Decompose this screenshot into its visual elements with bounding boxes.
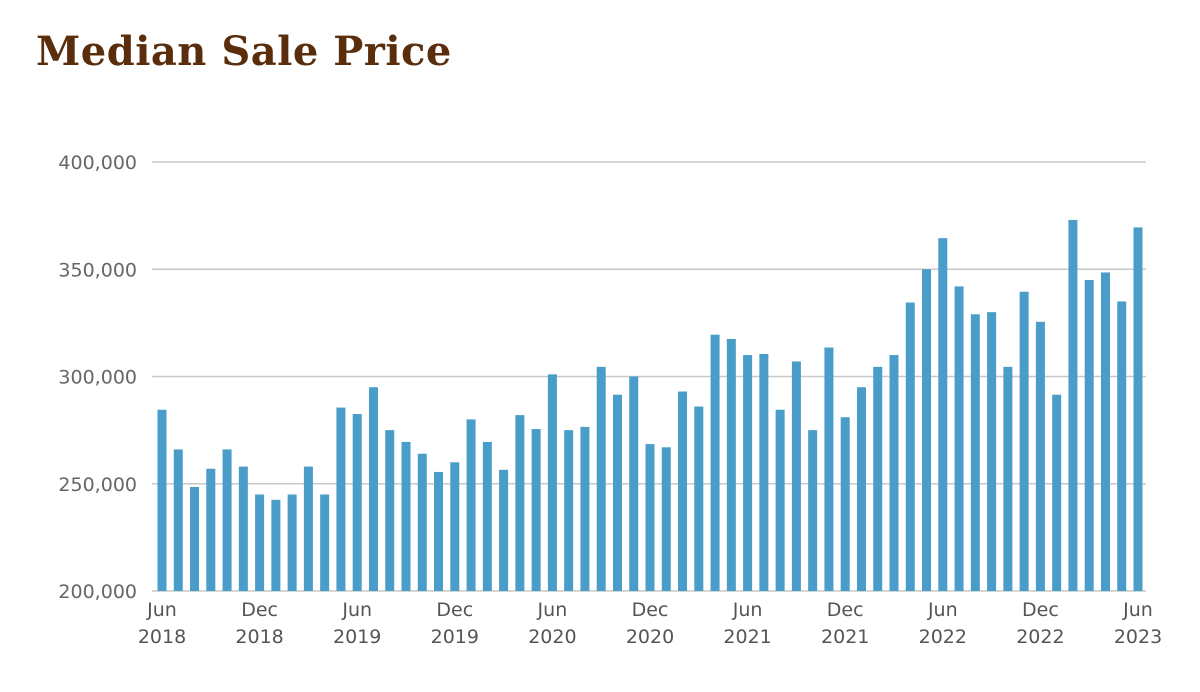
bar [791, 361, 801, 591]
bar [482, 441, 492, 591]
bar [320, 494, 330, 591]
bar [1117, 301, 1127, 591]
bar [271, 499, 281, 591]
x-tick-month: Dec [827, 599, 864, 621]
x-tick-year: 2021 [821, 626, 869, 648]
bar [222, 449, 232, 591]
bar [694, 406, 704, 591]
bar [743, 355, 753, 591]
chart-title: Median Sale Price [36, 28, 452, 75]
bar [466, 419, 476, 591]
x-tick-month: Jun [1122, 599, 1153, 621]
bar [352, 414, 362, 591]
bar [808, 430, 818, 592]
bar [1035, 321, 1045, 591]
bar [970, 314, 980, 591]
bar [678, 391, 688, 591]
bar [612, 394, 622, 591]
bar [1084, 279, 1094, 591]
bar [303, 466, 313, 591]
bar [515, 415, 525, 591]
y-axis: 200,000 250,000 300,000 350,000 400,000 [58, 152, 137, 603]
bar [629, 376, 639, 591]
bar [824, 347, 834, 591]
bars [157, 219, 1143, 592]
x-axis: Jun 2018 Dec 2018 Jun 2019 Dec 2019 Jun 2020 Dec 20… [138, 599, 1162, 648]
y-tick-label: 200,000 [58, 581, 137, 603]
y-tick-label: 350,000 [58, 259, 137, 281]
bar [1068, 219, 1078, 592]
bar [889, 355, 899, 591]
bar [1133, 227, 1143, 592]
bar [564, 430, 574, 592]
bar [287, 494, 297, 591]
bar [417, 453, 427, 591]
x-tick-year: 2021 [723, 626, 771, 648]
bar [645, 444, 655, 591]
bar [661, 447, 671, 591]
bar [450, 462, 460, 591]
bar [385, 430, 395, 592]
bar [726, 338, 736, 591]
bar [368, 387, 378, 591]
bar [190, 486, 200, 591]
x-tick-year: 2022 [919, 626, 967, 648]
bar [1003, 366, 1013, 591]
x-tick-year: 2019 [431, 626, 479, 648]
bar [1019, 291, 1029, 591]
bar [873, 366, 883, 591]
y-tick-label: 400,000 [58, 152, 137, 174]
x-tick-year: 2018 [138, 626, 186, 648]
bar [434, 471, 444, 591]
bar [531, 429, 541, 591]
x-tick-month: Jun [341, 599, 372, 621]
bar [987, 312, 997, 591]
x-tick-month: Dec [1022, 599, 1059, 621]
bar [938, 238, 948, 591]
x-tick-year: 2020 [626, 626, 674, 648]
bar [840, 417, 850, 591]
bar [905, 302, 915, 591]
x-tick-month: Dec [241, 599, 278, 621]
bar [206, 468, 216, 591]
x-tick-month: Jun [537, 599, 568, 621]
y-tick-label: 300,000 [58, 367, 137, 389]
bar [1100, 272, 1110, 591]
x-tick-month: Jun [146, 599, 177, 621]
x-tick-year: 2019 [333, 626, 381, 648]
bar [499, 469, 509, 591]
x-tick-year: 2023 [1114, 626, 1162, 648]
bar [596, 366, 606, 591]
x-tick-month: Dec [436, 599, 473, 621]
x-tick-month: Jun [732, 599, 763, 621]
bar [547, 374, 557, 591]
y-tick-label: 250,000 [58, 474, 137, 496]
x-tick-year: 2022 [1016, 626, 1064, 648]
bar [922, 269, 932, 591]
bar [173, 449, 183, 591]
bar [1052, 394, 1062, 591]
bar [710, 334, 720, 591]
bar [401, 441, 411, 591]
x-tick-month: Jun [927, 599, 958, 621]
bar [580, 426, 590, 591]
bar [336, 407, 346, 591]
bar [856, 387, 866, 591]
bar [775, 409, 785, 591]
x-tick-year: 2018 [235, 626, 283, 648]
bar [157, 409, 167, 591]
bar [759, 353, 769, 591]
x-tick-year: 2020 [528, 626, 576, 648]
bar [255, 494, 265, 591]
bar [954, 286, 964, 591]
bar [238, 466, 248, 591]
x-tick-month: Dec [632, 599, 669, 621]
